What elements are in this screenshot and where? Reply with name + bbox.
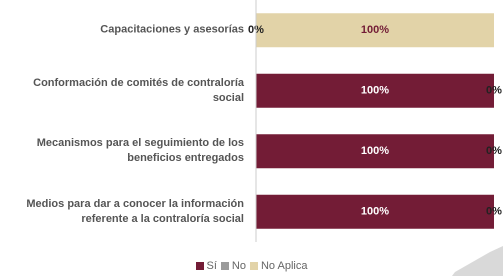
legend-item: No Aplica	[250, 260, 307, 272]
legend-label: No	[232, 260, 246, 272]
data-label: 100%	[361, 85, 389, 97]
category-label: Medios para dar a conocer la información…	[8, 197, 244, 227]
legend-label: Sí	[207, 260, 217, 272]
legend: Sí No No Aplica	[0, 260, 503, 272]
data-label: 100%	[361, 206, 389, 218]
data-label: 100%	[361, 145, 389, 157]
legend-item: No	[221, 260, 246, 272]
legend-swatch	[250, 262, 258, 270]
legend-swatch	[196, 262, 204, 270]
category-label: Capacitaciones y asesorías	[8, 23, 244, 38]
legend-item: Sí	[196, 260, 217, 272]
category-label: Conformación de comités de contraloría s…	[8, 76, 244, 106]
data-label: 0%	[486, 206, 502, 218]
chart: 0%100%100%0%100%0%100%0% SíNoNo Aplica C…	[0, 0, 503, 276]
data-label: 100%	[361, 24, 389, 36]
legend-swatch	[221, 262, 229, 270]
data-label: 0%	[486, 145, 502, 157]
legend-label: No Aplica	[261, 260, 307, 272]
data-label: 0%	[486, 85, 502, 97]
category-label: Mecanismos para el seguimiento de los be…	[8, 136, 244, 166]
